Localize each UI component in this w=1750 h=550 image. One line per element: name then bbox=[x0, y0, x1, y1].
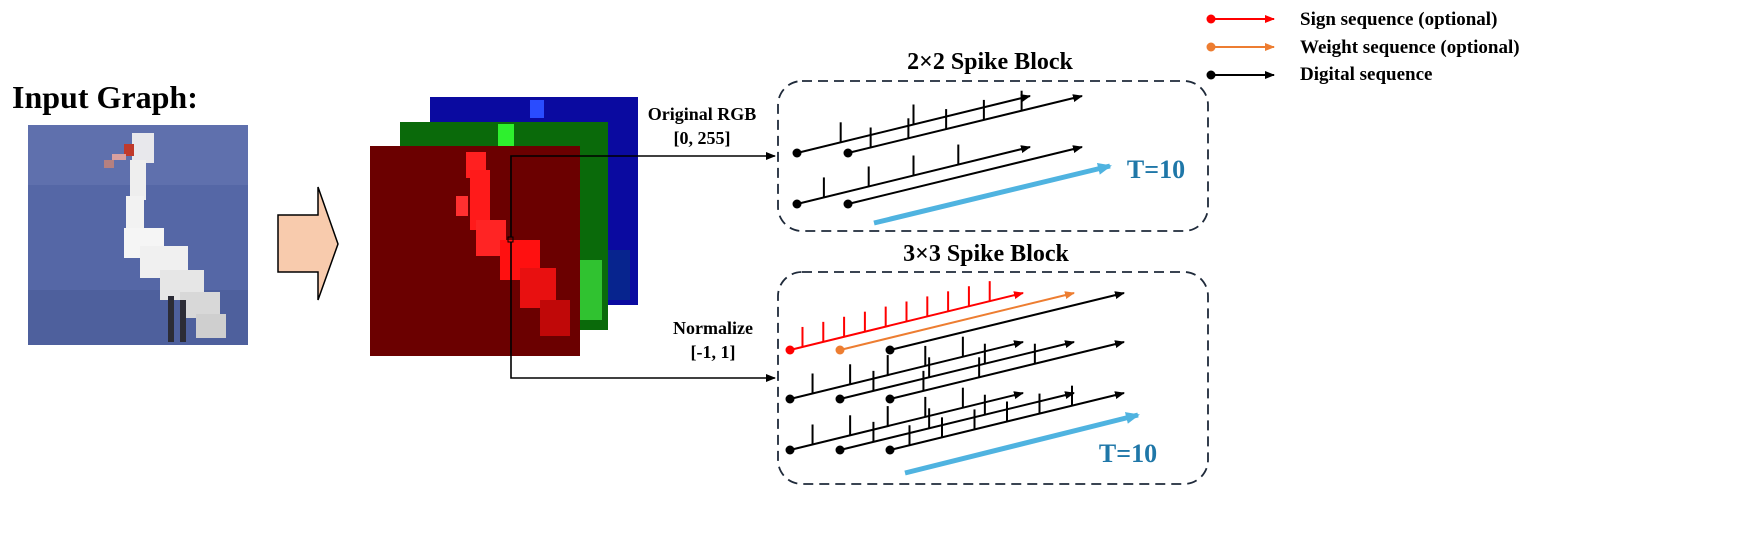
seq-3x3-weight-line bbox=[839, 291, 1075, 351]
seq-2x2-row1-b-line bbox=[847, 94, 1083, 154]
seq-2x2-row2-b-line bbox=[847, 145, 1083, 205]
normalize-label: Normalize bbox=[673, 318, 753, 338]
seq-2x2-row1-b bbox=[843, 90, 1083, 158]
seq-3x3-row3-b-line bbox=[839, 391, 1075, 451]
seq-3x3-row2-b-line bbox=[839, 340, 1075, 400]
red-channel bbox=[370, 146, 580, 356]
seq-3x3-row2-a-line bbox=[789, 340, 1024, 400]
seq-3x3-row2-c-line bbox=[889, 340, 1125, 400]
block-3x3-time-label: T=10 bbox=[1099, 439, 1157, 468]
seq-3x3-row1-c-line bbox=[889, 291, 1125, 351]
legend: Sign sequence (optional) Weight sequence… bbox=[1206, 9, 1520, 85]
spike-block-3x3: 3×3 Spike Block T=10 bbox=[777, 241, 1209, 485]
block-3x3-sequences bbox=[785, 281, 1125, 455]
normalize-range: [-1, 1] bbox=[691, 342, 736, 362]
seq-3x3-row3-a-line bbox=[789, 391, 1024, 451]
block-2x2-sequences bbox=[792, 90, 1083, 209]
seq-3x3-row3-a bbox=[785, 387, 1024, 455]
legend-item-digital: Digital sequence bbox=[1206, 64, 1432, 85]
seq-3x3-weight bbox=[835, 291, 1075, 355]
seq-3x3-row2-c bbox=[885, 340, 1125, 404]
block-2x2-time-arrow bbox=[873, 162, 1112, 226]
input-image bbox=[28, 125, 248, 345]
seq-3x3-row3-b bbox=[835, 391, 1075, 455]
seq-3x3-row3-c bbox=[885, 385, 1125, 455]
original-rgb-label: Original RGB bbox=[648, 104, 757, 124]
big-right-arrow bbox=[277, 186, 339, 301]
legend-item-sign: Sign sequence (optional) bbox=[1206, 9, 1497, 30]
seq-2x2-row2-a bbox=[792, 144, 1031, 209]
seq-3x3-row1-c bbox=[885, 291, 1125, 355]
legend-label-digital: Digital sequence bbox=[1300, 64, 1432, 85]
block-3x3-time-arrow bbox=[904, 412, 1140, 476]
seq-3x3-sign bbox=[785, 281, 1024, 355]
seq-3x3-row2-b bbox=[835, 340, 1075, 404]
seq-2x2-row1-a bbox=[792, 94, 1031, 158]
original-rgb-range: [0, 255] bbox=[674, 128, 731, 148]
spike-block-2x2: 2×2 Spike Block T=10 bbox=[777, 49, 1209, 232]
block-2x2-title: 2×2 Spike Block bbox=[907, 49, 1073, 75]
legend-label-weight: Weight sequence (optional) bbox=[1300, 37, 1520, 58]
input-graph-title: Input Graph: bbox=[12, 79, 198, 115]
block-2x2-time-label: T=10 bbox=[1127, 155, 1185, 184]
legend-item-weight: Weight sequence (optional) bbox=[1206, 37, 1520, 58]
seq-2x2-row2-b bbox=[843, 145, 1083, 209]
connector-lines bbox=[507, 152, 776, 382]
block-3x3-title: 3×3 Spike Block bbox=[903, 241, 1069, 267]
legend-label-sign: Sign sequence (optional) bbox=[1300, 9, 1497, 30]
